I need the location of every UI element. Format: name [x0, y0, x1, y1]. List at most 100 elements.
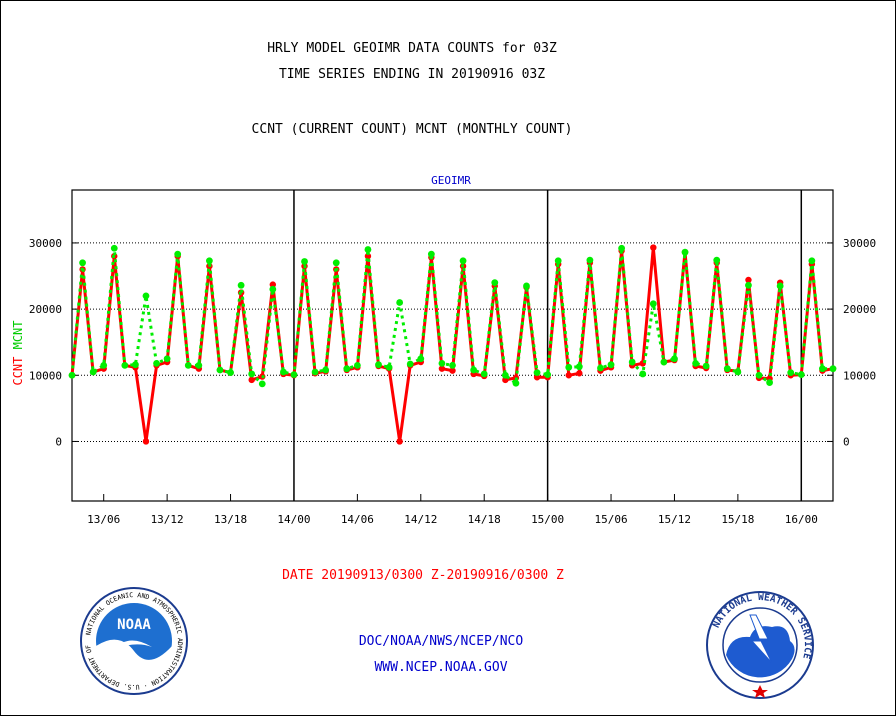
data-point-mcnt: [406, 360, 414, 368]
data-point-ccnt: [269, 281, 277, 288]
data-point-mcnt: [132, 361, 139, 369]
data-point-mcnt: [258, 380, 266, 388]
data-point-mcnt: [671, 355, 678, 363]
x-tick-label: 15/12: [658, 513, 691, 526]
data-point-mcnt: [153, 359, 160, 367]
y-tick-label-right: 10000: [843, 369, 876, 382]
data-point-mcnt: [332, 259, 340, 267]
data-point-mcnt: [544, 371, 552, 379]
data-point-mcnt: [734, 368, 742, 376]
data-point-mcnt: [523, 282, 530, 290]
noaa-logo-text: NOAA: [117, 617, 151, 633]
data-point-mcnt: [237, 281, 245, 289]
data-point-ccnt: [565, 372, 572, 379]
data-point-mcnt: [692, 359, 699, 367]
data-point-mcnt: [385, 363, 393, 371]
data-point-mcnt: [533, 369, 541, 377]
nws-logo: NATIONAL WEATHER SERVICE: [706, 591, 814, 699]
data-point-mcnt: [248, 370, 256, 378]
data-point-mcnt: [713, 256, 721, 264]
y-tick-label-right: 0: [843, 435, 850, 448]
data-point-mcnt: [808, 257, 816, 265]
x-tick-label: 13/18: [214, 513, 247, 526]
data-point-mcnt: [100, 361, 108, 369]
data-point-mcnt: [459, 257, 467, 265]
data-point-mcnt: [79, 259, 86, 267]
data-point-mcnt: [586, 256, 594, 264]
x-tick-label: 13/06: [87, 513, 120, 526]
data-point-mcnt: [301, 258, 308, 265]
data-point-mcnt: [819, 365, 826, 373]
data-point-mcnt: [417, 355, 425, 363]
y-tick-label-left: 10000: [29, 369, 62, 382]
y-tick-label-right: 30000: [843, 237, 876, 250]
data-point-mcnt: [628, 358, 636, 366]
x-tick-label: 14/18: [468, 513, 501, 526]
y-label-mcnt: MCNT: [11, 320, 25, 349]
data-point-ccnt: [533, 374, 541, 381]
data-point-ccnt: [745, 276, 752, 284]
data-point-mcnt: [639, 370, 647, 378]
y-label-ccnt: CCNT: [11, 357, 25, 386]
data-point-mcnt: [470, 366, 478, 374]
data-point-mcnt: [396, 299, 404, 306]
url-line: WWW.NCEP.NOAA.GOV: [374, 660, 507, 675]
y-tick-label-left: 30000: [29, 237, 62, 250]
data-point-mcnt: [702, 362, 710, 370]
y-tick-label-right: 20000: [843, 303, 876, 316]
data-point-mcnt: [480, 370, 488, 378]
data-point-mcnt: [290, 371, 298, 379]
date-range: DATE 20190913/0300 Z-20190916/0300 Z: [282, 568, 564, 583]
org-line: DOC/NOAA/NWS/NCEP/NCO: [359, 634, 524, 649]
x-tick-label: 14/06: [341, 513, 374, 526]
data-point-mcnt: [501, 371, 509, 379]
subtitle: CCNT (CURRENT COUNT) MCNT (MONTHLY COUNT…: [252, 122, 573, 137]
data-point-mcnt: [797, 371, 805, 379]
title-line-1: HRLY MODEL GEOIMR DATA COUNTS for 03Z: [267, 41, 557, 56]
data-point-mcnt: [279, 368, 287, 376]
data-point-mcnt: [554, 257, 562, 265]
data-point-mcnt: [787, 369, 795, 377]
data-point-mcnt: [660, 358, 668, 366]
x-tick-label: 13/12: [151, 513, 184, 526]
data-point-mcnt: [206, 257, 213, 265]
data-point-mcnt: [565, 363, 573, 371]
data-point-mcnt: [195, 361, 203, 369]
data-point-mcnt: [110, 244, 118, 252]
data-point-mcnt: [184, 361, 192, 369]
data-point-mcnt: [375, 361, 382, 369]
data-point-mcnt: [163, 355, 171, 363]
data-point-ccnt: [142, 438, 150, 445]
data-point-mcnt: [227, 369, 234, 377]
title-line-2: TIME SERIES ENDING IN 20190916 03Z: [279, 67, 545, 82]
y-axis-label: CCNT MCNT: [11, 320, 25, 385]
data-point-mcnt: [322, 366, 330, 374]
data-point-ccnt: [248, 376, 255, 384]
data-point-mcnt: [607, 361, 615, 369]
y-tick-label-left: 20000: [29, 303, 62, 316]
data-point-mcnt: [269, 285, 277, 293]
data-point-ccnt: [449, 367, 456, 374]
data-point-mcnt: [829, 365, 837, 373]
data-point-mcnt: [68, 371, 76, 379]
data-point-mcnt: [618, 244, 626, 252]
data-point-mcnt: [353, 361, 361, 369]
data-point-mcnt: [142, 292, 150, 300]
data-point-ccnt: [650, 244, 657, 251]
x-tick-label: 16/00: [785, 513, 818, 526]
x-tick-label: 15/06: [594, 513, 627, 526]
data-point-mcnt: [216, 366, 224, 374]
x-tick-label: 15/00: [531, 513, 564, 526]
noaa-logo: NOAA NATIONAL OCEANIC AND ATMOSPHERIC AD…: [80, 587, 188, 695]
data-point-mcnt: [776, 282, 784, 290]
data-point-mcnt: [597, 364, 604, 372]
x-tick-label: 14/00: [277, 513, 310, 526]
data-point-mcnt: [512, 379, 520, 387]
data-point-mcnt: [723, 365, 731, 373]
svg-text:CCNT MCNT: CCNT MCNT: [11, 320, 25, 385]
data-point-mcnt: [745, 281, 752, 289]
data-point-mcnt: [343, 365, 351, 373]
y-tick-label-left: 0: [55, 435, 62, 448]
data-point-mcnt: [491, 279, 499, 287]
